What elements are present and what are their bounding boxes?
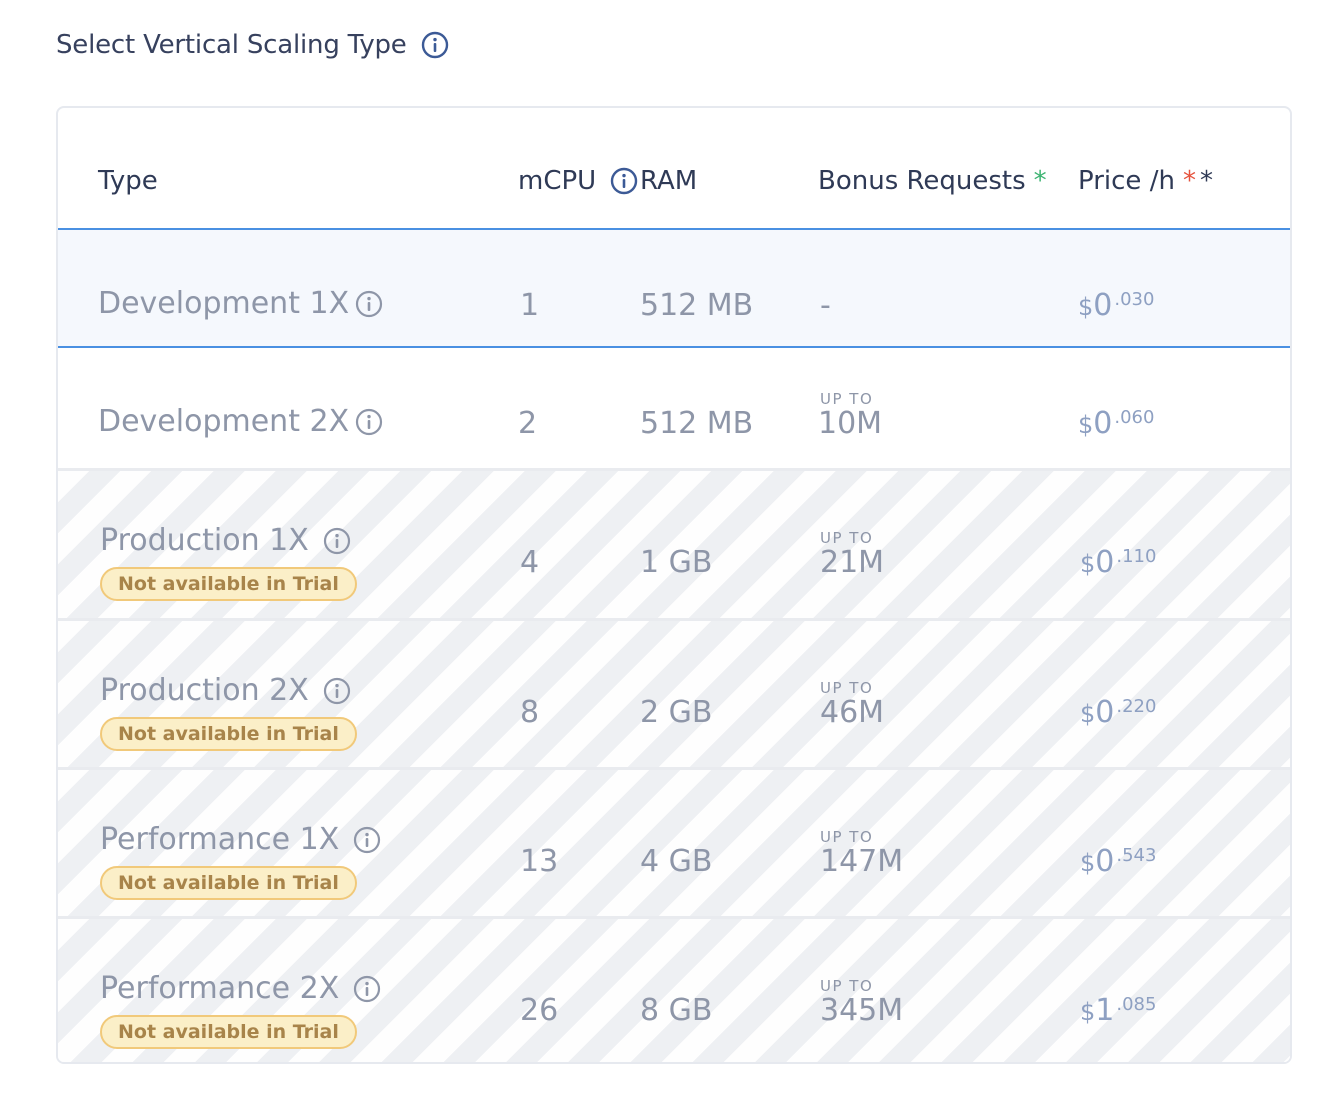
upto-label: UP TO — [820, 977, 874, 995]
type-name: Production 1X — [100, 523, 309, 558]
price-main: 0 — [1095, 545, 1115, 580]
bonus-value: 10M — [818, 406, 883, 441]
table-row: Performance 2X Not available in Trial 26… — [58, 916, 1290, 1062]
header-price-label: Price /h — [1078, 166, 1175, 196]
bonus-value: 46M — [820, 695, 885, 730]
header-mcpu: mCPU — [518, 166, 638, 196]
bonus-value: 21M — [820, 545, 885, 580]
price-value: $0.110 — [1080, 545, 1156, 580]
page-title: Select Vertical Scaling Type — [56, 30, 407, 60]
mcpu-value: 1 — [520, 288, 540, 323]
ram-value: 8 GB — [640, 993, 713, 1028]
price-main: 0 — [1095, 695, 1115, 730]
type-name: Development 2X — [98, 404, 350, 439]
price-main: 1 — [1095, 993, 1115, 1028]
info-icon[interactable] — [355, 408, 383, 436]
info-icon[interactable] — [323, 527, 351, 555]
type-name: Development 1X — [98, 286, 350, 321]
price-value: $0.030 — [1078, 288, 1154, 323]
ram-value: 4 GB — [640, 844, 713, 879]
table-row: Production 2X Not available in Trial 8 2… — [58, 618, 1290, 767]
mcpu-value: 26 — [520, 993, 559, 1028]
price-value: $0.543 — [1080, 844, 1156, 879]
upto-label: UP TO — [820, 828, 874, 846]
bonus-footnote-mark: * — [1033, 166, 1047, 196]
not-available-badge: Not available in Trial — [100, 567, 357, 601]
table-header: Type mCPU RAM Bonus Requests * Price /h … — [58, 108, 1290, 228]
info-icon[interactable] — [353, 975, 381, 1003]
ram-value: 2 GB — [640, 695, 713, 730]
bonus-value: 345M — [820, 993, 904, 1028]
price-cents: .060 — [1114, 407, 1155, 428]
type-name: Production 2X — [100, 673, 309, 708]
type-cell: Development 2X — [98, 404, 383, 439]
table-row[interactable]: Development 2X 2 512 MB UP TO 10M $0.060 — [58, 348, 1290, 468]
price-cents: .543 — [1116, 845, 1157, 866]
mcpu-value: 13 — [520, 844, 559, 879]
info-icon[interactable] — [421, 31, 449, 59]
price-cents: .220 — [1116, 696, 1157, 717]
mcpu-value: 2 — [518, 406, 538, 441]
price-cents: .085 — [1116, 994, 1157, 1015]
ram-value: 512 MB — [640, 406, 754, 441]
price-currency: $ — [1080, 700, 1096, 728]
price-currency: $ — [1078, 411, 1094, 439]
type-cell: Production 2X — [100, 673, 351, 708]
price-cents: .030 — [1114, 289, 1155, 310]
mcpu-value: 8 — [520, 695, 540, 730]
price-value: $0.060 — [1078, 406, 1154, 441]
bonus-value: - — [820, 288, 831, 323]
type-cell: Performance 1X — [100, 822, 381, 857]
table-row: Production 1X Not available in Trial 4 1… — [58, 468, 1290, 618]
header-bonus: Bonus Requests * — [818, 166, 1047, 196]
not-available-badge: Not available in Trial — [100, 866, 357, 900]
upto-label: UP TO — [820, 529, 874, 547]
type-name: Performance 1X — [100, 822, 340, 857]
price-cents: .110 — [1116, 546, 1157, 567]
header-ram: RAM — [640, 166, 698, 196]
table-row[interactable]: Development 1X 1 512 MB - $0.030 — [58, 228, 1290, 348]
header-bonus-label: Bonus Requests — [818, 166, 1026, 196]
scaling-type-table: Type mCPU RAM Bonus Requests * Price /h … — [56, 106, 1292, 1064]
price-main: 0 — [1093, 406, 1113, 441]
info-icon[interactable] — [610, 167, 638, 195]
bonus-value: 147M — [820, 844, 904, 879]
upto-label: UP TO — [820, 679, 874, 697]
page-title-row: Select Vertical Scaling Type — [56, 30, 449, 60]
price-value: $1.085 — [1080, 993, 1156, 1028]
header-type: Type — [98, 166, 158, 196]
price-currency: $ — [1080, 998, 1096, 1026]
info-icon[interactable] — [353, 826, 381, 854]
price-main: 0 — [1093, 288, 1113, 323]
info-icon[interactable] — [323, 677, 351, 705]
price-currency: $ — [1078, 293, 1094, 321]
mcpu-value: 4 — [520, 545, 540, 580]
price-currency: $ — [1080, 550, 1096, 578]
type-cell: Performance 2X — [100, 971, 381, 1006]
type-cell: Development 1X — [98, 286, 383, 321]
not-available-badge: Not available in Trial — [100, 717, 357, 751]
not-available-badge: Not available in Trial — [100, 1015, 357, 1049]
ram-value: 1 GB — [640, 545, 713, 580]
price-main: 0 — [1095, 844, 1115, 879]
price-currency: $ — [1080, 849, 1096, 877]
info-icon[interactable] — [355, 290, 383, 318]
type-name: Performance 2X — [100, 971, 340, 1006]
table-row: Performance 1X Not available in Trial 13… — [58, 767, 1290, 916]
header-price: Price /h * * — [1078, 166, 1213, 196]
price-footnote-mark-red: * — [1182, 166, 1196, 196]
price-footnote-mark-dark: * — [1199, 166, 1213, 196]
price-value: $0.220 — [1080, 695, 1156, 730]
upto-label: UP TO — [820, 390, 874, 408]
ram-value: 512 MB — [640, 288, 754, 323]
header-mcpu-label: mCPU — [518, 166, 597, 196]
type-cell: Production 1X — [100, 523, 351, 558]
